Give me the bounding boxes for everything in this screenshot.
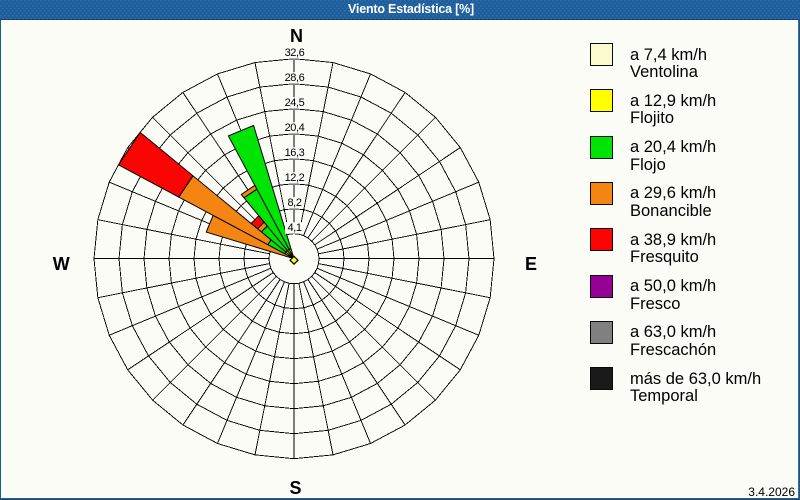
svg-text:32,6: 32,6 [285, 47, 305, 59]
svg-text:28,6: 28,6 [285, 72, 305, 84]
svg-text:16,3: 16,3 [285, 147, 305, 159]
svg-text:E: E [525, 254, 537, 274]
svg-text:4,1: 4,1 [287, 222, 301, 234]
svg-text:24,5: 24,5 [285, 97, 305, 109]
svg-text:N: N [290, 26, 303, 46]
svg-text:W: W [53, 254, 70, 274]
svg-text:12,2: 12,2 [285, 172, 305, 184]
svg-text:S: S [289, 478, 301, 498]
svg-text:20,4: 20,4 [285, 122, 305, 134]
svg-text:8,2: 8,2 [287, 197, 301, 209]
